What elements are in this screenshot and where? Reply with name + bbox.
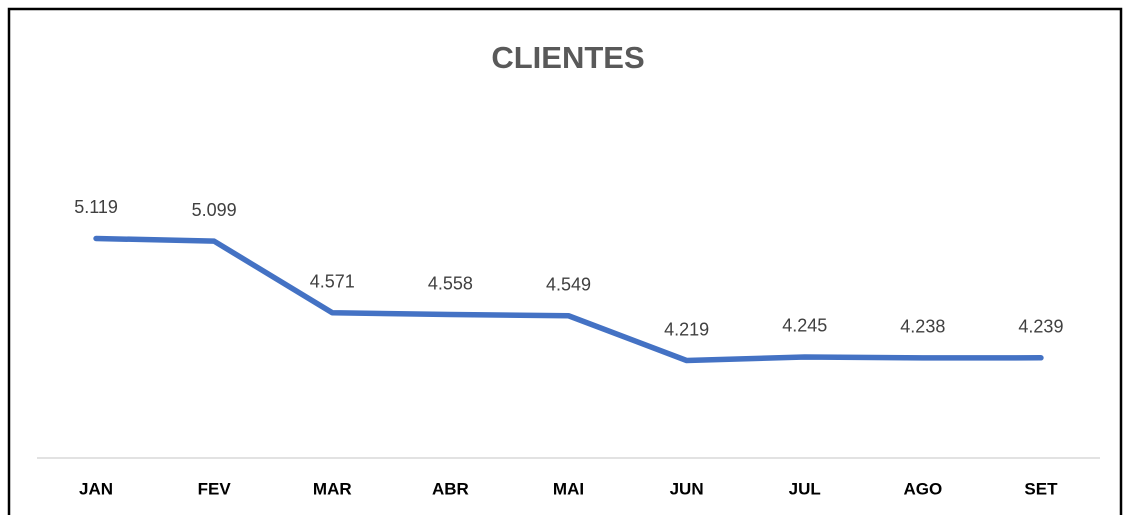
data-label: 4.571 — [310, 272, 355, 292]
x-tick-label: JUL — [789, 479, 821, 498]
data-label: 5.099 — [192, 200, 237, 220]
chart-title: CLIENTES — [491, 40, 644, 75]
data-label: 4.238 — [900, 317, 945, 337]
x-tick-label: AGO — [903, 479, 942, 498]
data-label: 4.245 — [782, 316, 827, 336]
data-label: 5.119 — [74, 197, 118, 217]
x-tick-label: MAR — [313, 479, 352, 498]
data-label: 4.219 — [664, 319, 709, 339]
x-tick-label: JAN — [79, 479, 113, 498]
data-label: 4.558 — [428, 273, 473, 293]
x-tick-label: JUN — [670, 479, 704, 498]
chart-frame — [7, 7, 1123, 515]
data-label: 4.549 — [546, 275, 591, 295]
data-label: 4.239 — [1018, 317, 1063, 337]
x-tick-label: ABR — [432, 479, 469, 498]
x-tick-label: SET — [1024, 479, 1058, 498]
data-line — [93, 235, 1044, 364]
x-tick-label: MAI — [553, 479, 584, 498]
x-tick-label: FEV — [198, 479, 232, 498]
